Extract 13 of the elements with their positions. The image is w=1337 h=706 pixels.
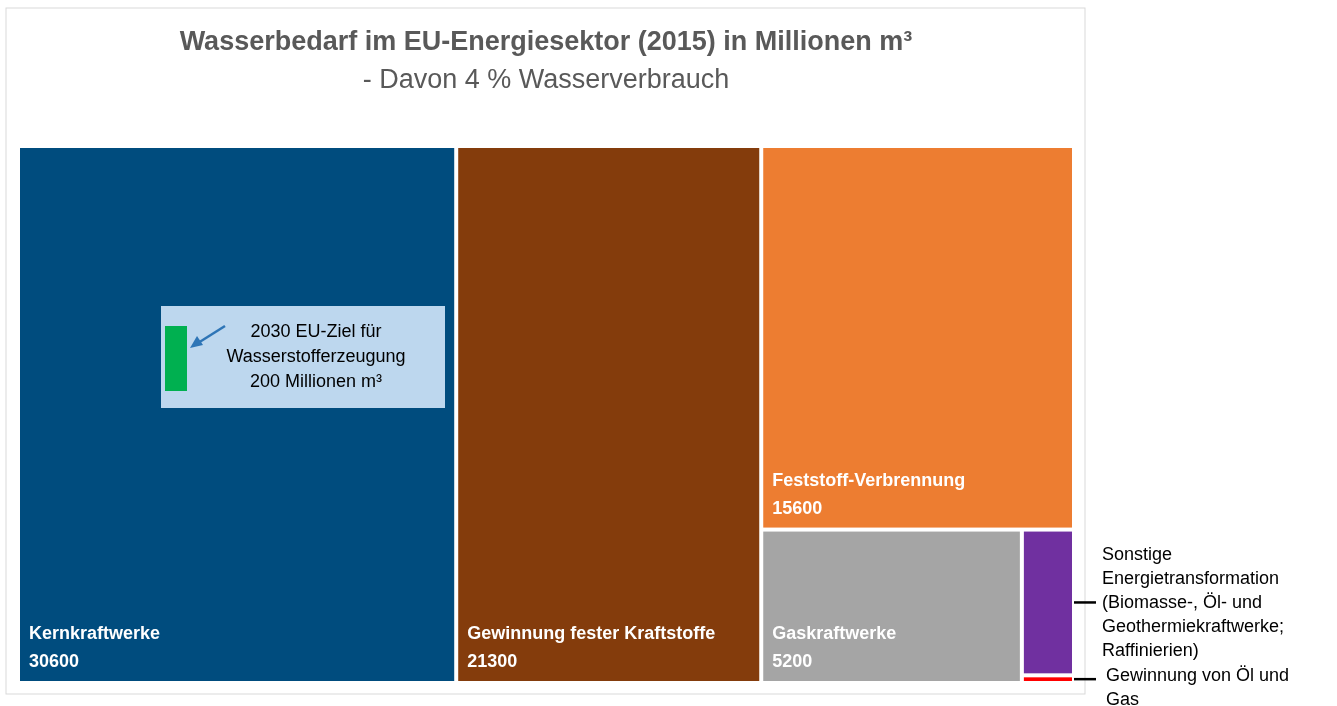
data-label: 21300 xyxy=(467,651,518,671)
text: Wasserbedarf im EU-Energiesektor (2015) in Millionen m³ xyxy=(179,26,913,56)
data-label: 30600 xyxy=(29,651,80,671)
category-label: Kernkraftwerke xyxy=(29,623,161,643)
category-label: Sonstige Energietransformation (Biomasse-, Öl- und Geothermiekraftwerke; Raffinierien) xyxy=(1102,544,1285,661)
data-label: 15600 xyxy=(772,497,823,518)
category-label: Gewinnung von Öl und Gas xyxy=(1106,665,1290,706)
text: 2030 EU-Ziel für Wasserstofferzeugung 200 Millionen m³ xyxy=(226,321,406,391)
text: - Davon 4 % Wasserverbrauch xyxy=(362,64,730,94)
category-label: Feststoff-Verbrennung xyxy=(772,469,966,490)
category-label: Gewinnung fester Kraftstoffe xyxy=(467,623,716,643)
category-label: Gaskraftwerke xyxy=(772,623,897,643)
data-label: 5200 xyxy=(772,651,813,671)
